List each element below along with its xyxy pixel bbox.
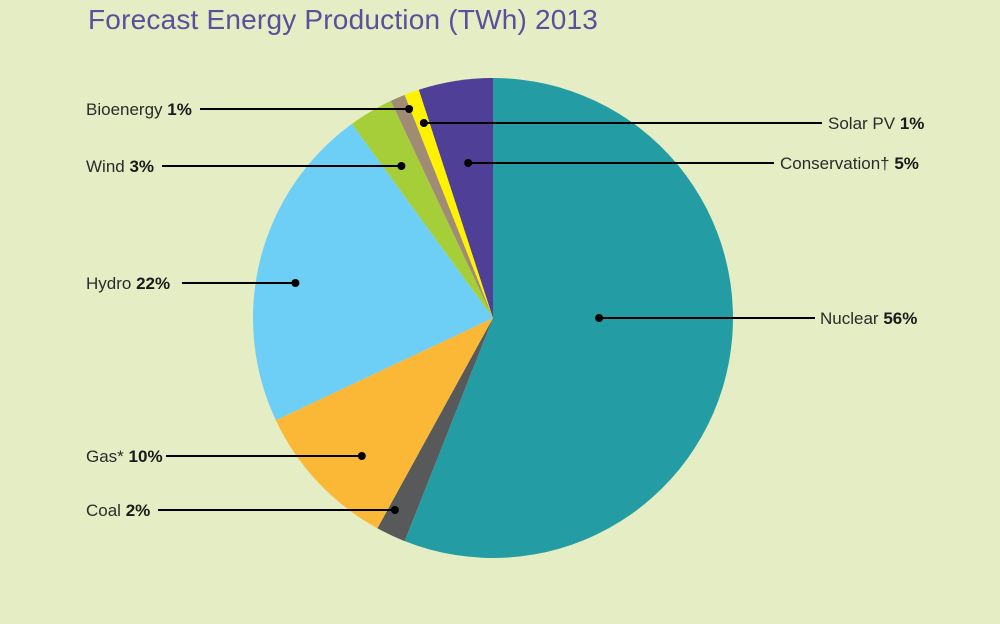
- leader-dot: [397, 162, 406, 170]
- slice-label-value: 5%: [894, 154, 919, 173]
- leader-dot: [464, 159, 473, 167]
- leader-dot: [357, 452, 366, 460]
- slice-label-name: Nuclear: [820, 309, 883, 328]
- slice-label-value: 1%: [900, 114, 925, 133]
- pie-slice-conservation: [418, 78, 493, 318]
- slice-label-name: Hydro: [86, 274, 136, 293]
- slice-label: Conservation† 5%: [780, 154, 919, 173]
- leader-dot: [419, 119, 428, 127]
- slice-label-name: Bioenergy: [86, 100, 167, 119]
- slice-label-name: Coal: [86, 501, 126, 520]
- pie-slice-gas: [275, 318, 493, 529]
- leader-dot: [390, 506, 399, 514]
- slice-label-value: 22%: [136, 274, 170, 293]
- pie-slice-bioenergy: [390, 94, 493, 318]
- slice-label-name: Wind: [86, 157, 129, 176]
- slice-label-value: 56%: [883, 309, 917, 328]
- pie-slices: [252, 78, 733, 558]
- chart-title: Forecast Energy Production (TWh) 2013: [88, 4, 599, 35]
- slice-label-value: 3%: [129, 157, 154, 176]
- slice-label: Nuclear 56%: [820, 309, 917, 328]
- leader-dot: [405, 105, 414, 113]
- pie-slice-solar-pv: [404, 89, 493, 318]
- pie-slice-coal: [377, 318, 493, 542]
- slice-label: Gas* 10%: [86, 447, 163, 466]
- slice-label-value: 10%: [129, 447, 163, 466]
- slice-label-value: 1%: [167, 100, 192, 119]
- slice-label-name: Solar PV: [828, 114, 900, 133]
- slice-label-value: 2%: [126, 501, 151, 520]
- pie-slice-wind: [351, 100, 493, 318]
- slice-label: Coal 2%: [86, 501, 150, 520]
- slice-label: Wind 3%: [86, 157, 154, 176]
- leader-dot: [291, 279, 300, 287]
- pie-slice-nuclear: [404, 78, 733, 558]
- leader-lines: [158, 105, 822, 514]
- slice-label-name: Gas*: [86, 447, 129, 466]
- slice-label: Hydro 22%: [86, 274, 170, 293]
- leader-dot: [595, 314, 604, 322]
- slice-labels: Nuclear 56% Coal 2% Gas* 10% Hydro 22% Wind …: [86, 100, 924, 520]
- slice-label: Bioenergy 1%: [86, 100, 192, 119]
- slice-label: Solar PV 1%: [828, 114, 924, 133]
- slice-label-name: Conservation†: [780, 154, 894, 173]
- pie-slice-hydro: [252, 123, 493, 421]
